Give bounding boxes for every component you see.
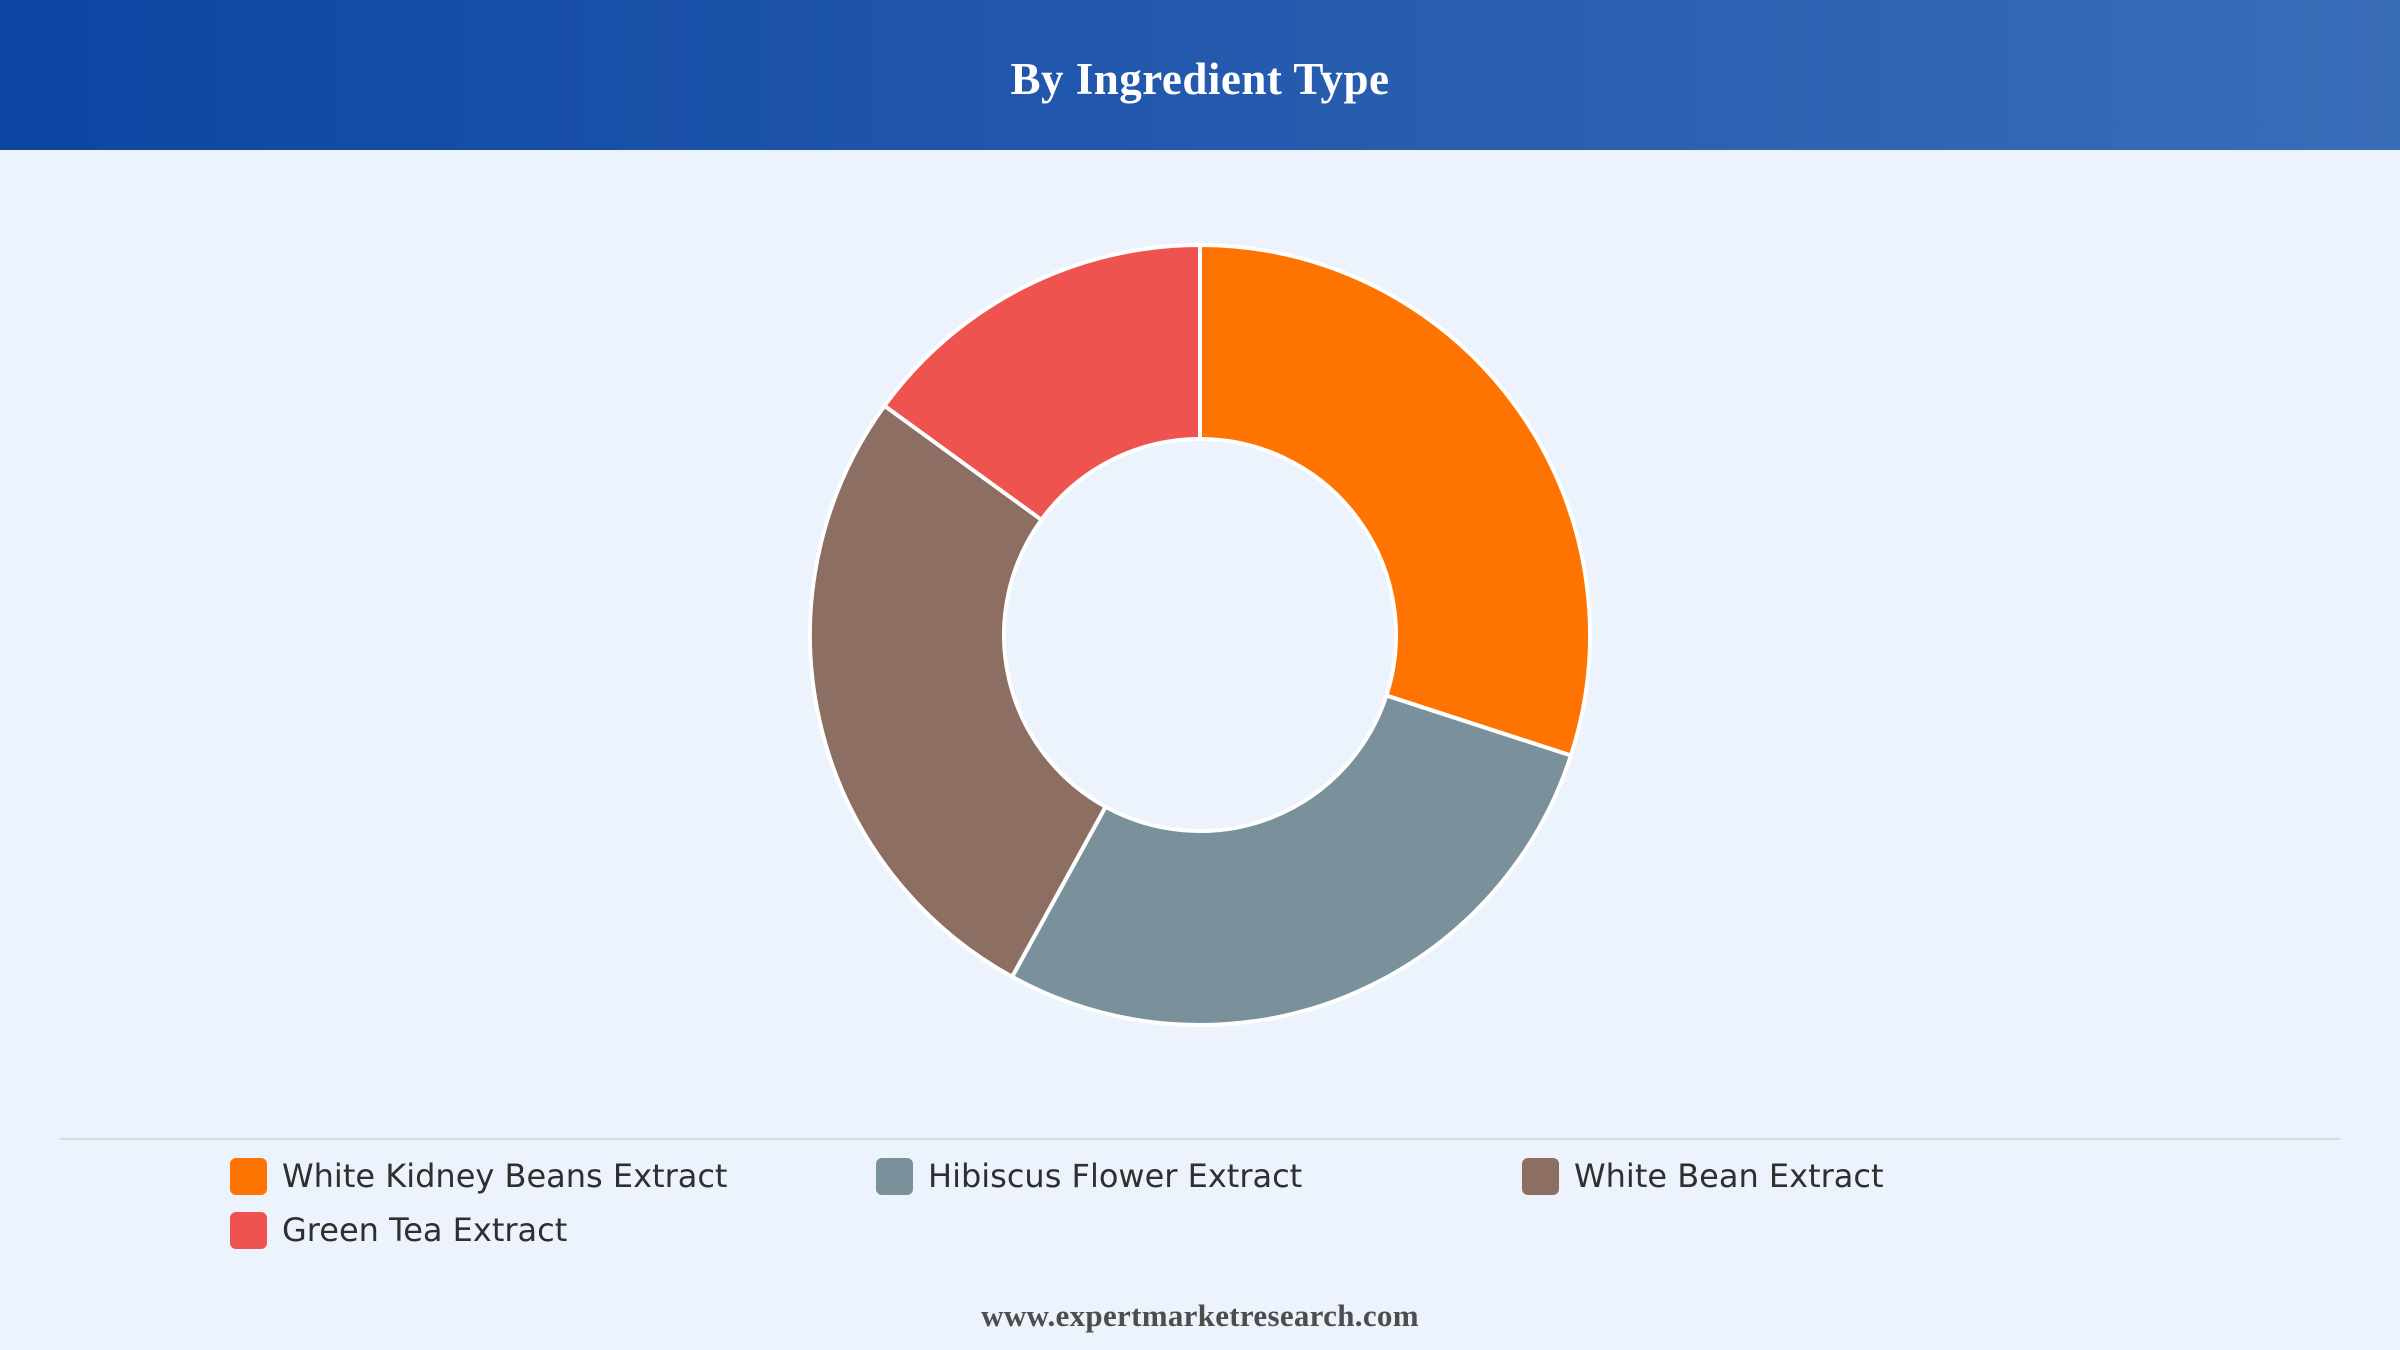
legend-item-white-kidney-beans-extract[interactable]: White Kidney Beans Extract xyxy=(230,1154,727,1198)
legend-item-hibiscus-flower-extract[interactable]: Hibiscus Flower Extract xyxy=(876,1154,1302,1198)
donut-slice-white-bean-extract[interactable] xyxy=(808,403,1108,979)
footer-website: www.expertmarketresearch.com xyxy=(981,1298,1419,1333)
legend-label: Green Tea Extract xyxy=(282,1211,568,1249)
legend-label: White Kidney Beans Extract xyxy=(282,1157,728,1195)
legend-swatch xyxy=(230,1211,267,1249)
donut-slice-hibiscus-flower-extract[interactable] xyxy=(1010,693,1573,1027)
chart-title: By Ingredient Type xyxy=(1010,54,1390,104)
legend-divider xyxy=(60,1138,2340,1140)
donut-slice-green-tea-extract[interactable] xyxy=(882,243,1202,522)
donut-slice-white-kidney-beans-extract[interactable] xyxy=(1198,243,1592,758)
donut-chart-area xyxy=(0,150,2400,1130)
legend-label: White Bean Extract xyxy=(1574,1157,1884,1195)
legend-swatch xyxy=(1522,1157,1559,1195)
legend-item-white-bean-extract[interactable]: White Bean Extract xyxy=(1522,1154,1884,1198)
legend-label: Hibiscus Flower Extract xyxy=(928,1157,1303,1195)
donut-chart xyxy=(808,243,1592,1027)
header-banner: By Ingredient Type xyxy=(0,0,2400,150)
legend-swatch xyxy=(230,1157,267,1195)
legend-swatch xyxy=(876,1157,913,1195)
legend-item-green-tea-extract[interactable]: Green Tea Extract xyxy=(230,1208,567,1252)
